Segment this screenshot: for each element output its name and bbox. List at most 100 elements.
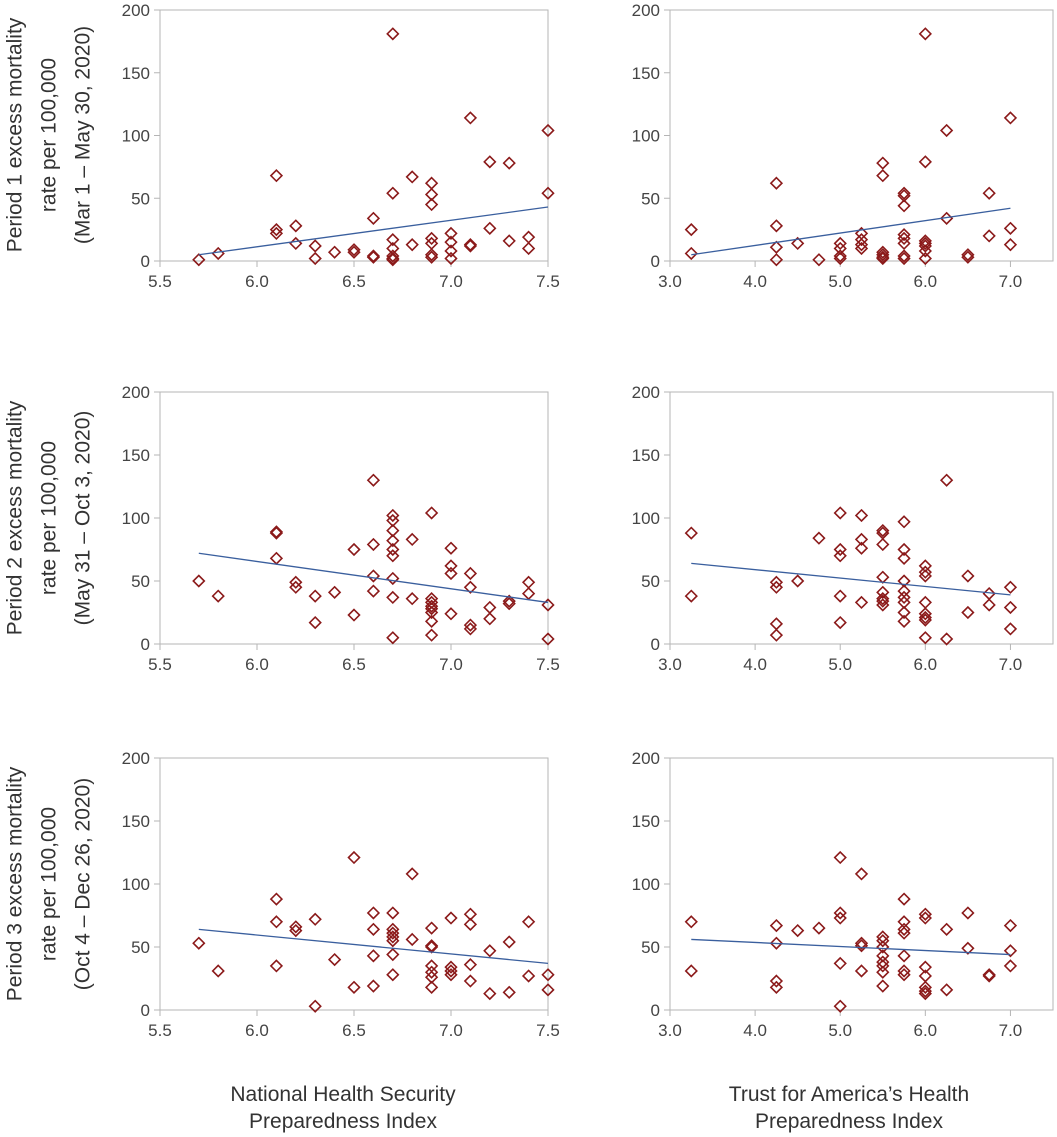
y-tick-label: 50 (641, 189, 660, 208)
data-point (1003, 111, 1018, 125)
data-point (982, 969, 996, 983)
data-point (833, 251, 847, 266)
x-tick-label: 4.0 (743, 655, 767, 674)
data-point (1003, 238, 1018, 252)
data-point (939, 983, 954, 997)
data-point (463, 618, 478, 632)
data-point (405, 932, 419, 947)
data-point (982, 598, 996, 612)
x-tick-label: 5.5 (148, 1021, 172, 1040)
data-point (812, 253, 826, 267)
data-point (918, 595, 932, 610)
data-point (269, 915, 284, 929)
data-point (876, 251, 890, 266)
y-tick-label: 0 (141, 252, 150, 271)
data-point (424, 250, 439, 264)
y-tick-label: 200 (632, 1, 660, 20)
data-point (961, 941, 975, 955)
data-point (483, 944, 497, 958)
data-point (386, 947, 400, 962)
data-point (854, 233, 869, 247)
y-tick-label: 200 (122, 1, 150, 20)
data-point (918, 613, 932, 627)
data-point (386, 233, 400, 247)
data-point (424, 921, 439, 935)
data-point (289, 923, 303, 938)
data-point (308, 239, 322, 253)
data-point (854, 238, 869, 252)
data-point (897, 915, 911, 929)
data-point (876, 245, 890, 259)
data-point (854, 541, 869, 555)
x-tick-label: 4.0 (743, 1021, 767, 1040)
data-point (684, 964, 698, 978)
data-point (424, 602, 439, 616)
data-point (521, 586, 536, 601)
y-tick-label: 150 (122, 812, 150, 831)
data-point (918, 911, 932, 925)
x-tick-label: 6.0 (914, 272, 938, 291)
data-point (502, 594, 516, 608)
data-point (769, 974, 784, 988)
data-point (897, 590, 911, 605)
y-axis-label: (May 31 – Oct 3, 2020) (72, 411, 95, 626)
data-point (386, 926, 400, 940)
data-point (918, 239, 932, 253)
data-point (444, 960, 458, 974)
data-point (327, 585, 342, 599)
data-point (897, 231, 911, 246)
data-point (463, 580, 478, 594)
data-point (541, 598, 555, 612)
data-point (918, 986, 932, 1001)
data-point (918, 980, 932, 994)
data-point (854, 964, 869, 978)
data-point (308, 251, 322, 266)
y-tick-label: 150 (632, 64, 660, 83)
x-tick-label: 5.5 (148, 655, 172, 674)
data-point (684, 222, 698, 237)
data-point (424, 248, 439, 262)
y-tick-label: 100 (632, 127, 660, 146)
data-point (833, 236, 847, 251)
y-tick-label: 200 (122, 749, 150, 768)
data-point (769, 176, 784, 190)
data-point (961, 248, 975, 262)
data-point (812, 921, 826, 935)
x-tick-label: 6.0 (245, 272, 269, 291)
data-point (444, 607, 458, 621)
data-point (961, 605, 975, 620)
data-point (541, 983, 555, 997)
y-tick-label: 150 (632, 446, 660, 465)
data-point (327, 952, 342, 967)
data-point (444, 964, 458, 978)
y-tick-label: 200 (632, 383, 660, 402)
chart-panel-p1-nhspi: 0 50 100 150 200 5.5 6.0 6.5 7.0 7.5 (122, 1, 560, 291)
y-tick-label: 50 (131, 938, 150, 957)
data-point (444, 559, 458, 573)
x-axis-label: Preparedness Index (755, 1110, 943, 1133)
data-point (876, 594, 890, 608)
y-tick-label: 0 (651, 635, 660, 654)
data-point (769, 617, 784, 631)
trend-line (198, 206, 549, 256)
data-point (918, 244, 932, 258)
data-point (684, 526, 698, 540)
data-point (897, 926, 911, 940)
data-point (684, 246, 698, 261)
data-point (918, 236, 932, 251)
data-point (444, 911, 458, 925)
data-point (463, 958, 478, 972)
data-point (463, 111, 478, 125)
data-point (444, 226, 458, 241)
data-point (424, 506, 439, 520)
data-point (854, 939, 869, 953)
data-point (897, 249, 911, 263)
y-axis-label: rate per 100,000 (38, 58, 61, 212)
data-point (366, 949, 381, 963)
x-tick-label: 5.5 (148, 272, 172, 291)
data-point (833, 906, 847, 920)
data-point (833, 249, 847, 263)
data-point (386, 253, 400, 267)
data-point (463, 566, 478, 581)
data-point (1003, 918, 1018, 933)
